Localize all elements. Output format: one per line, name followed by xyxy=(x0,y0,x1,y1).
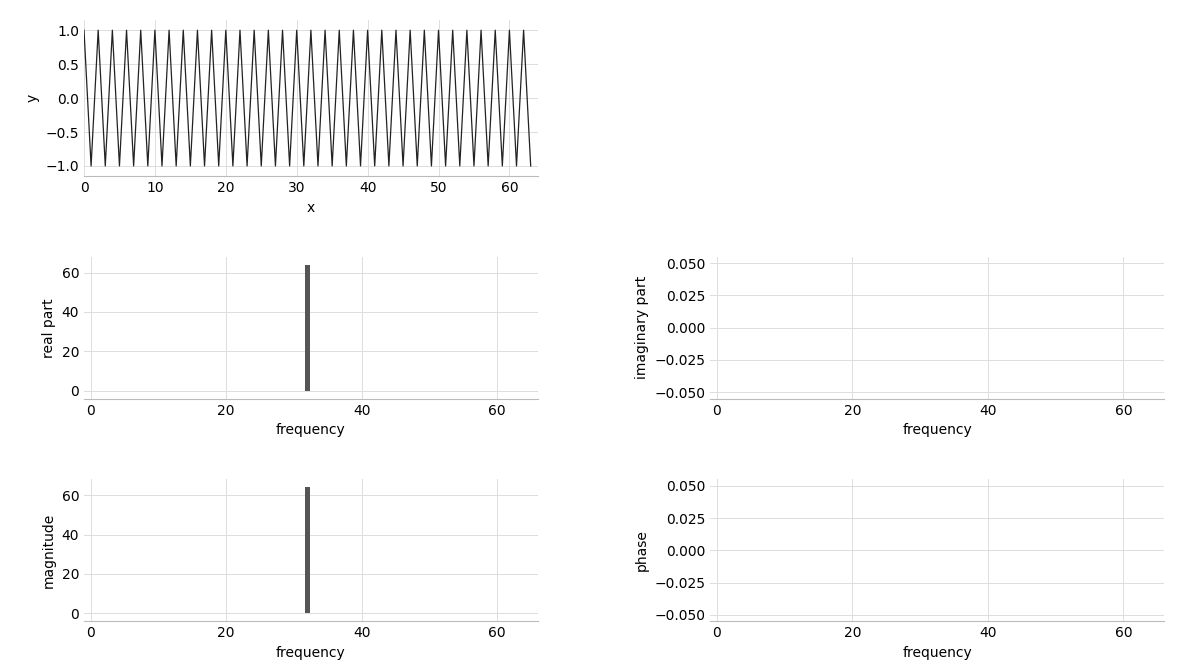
Bar xyxy=(305,487,311,613)
Y-axis label: y: y xyxy=(26,94,40,102)
X-axis label: frequency: frequency xyxy=(276,423,346,437)
Y-axis label: phase: phase xyxy=(635,529,649,571)
Bar xyxy=(305,265,311,391)
X-axis label: frequency: frequency xyxy=(276,646,346,660)
X-axis label: frequency: frequency xyxy=(902,646,972,660)
X-axis label: frequency: frequency xyxy=(902,423,972,437)
Y-axis label: magnitude: magnitude xyxy=(42,512,56,588)
Y-axis label: imaginary part: imaginary part xyxy=(635,276,649,379)
Y-axis label: real part: real part xyxy=(42,298,56,357)
X-axis label: x: x xyxy=(307,200,316,214)
